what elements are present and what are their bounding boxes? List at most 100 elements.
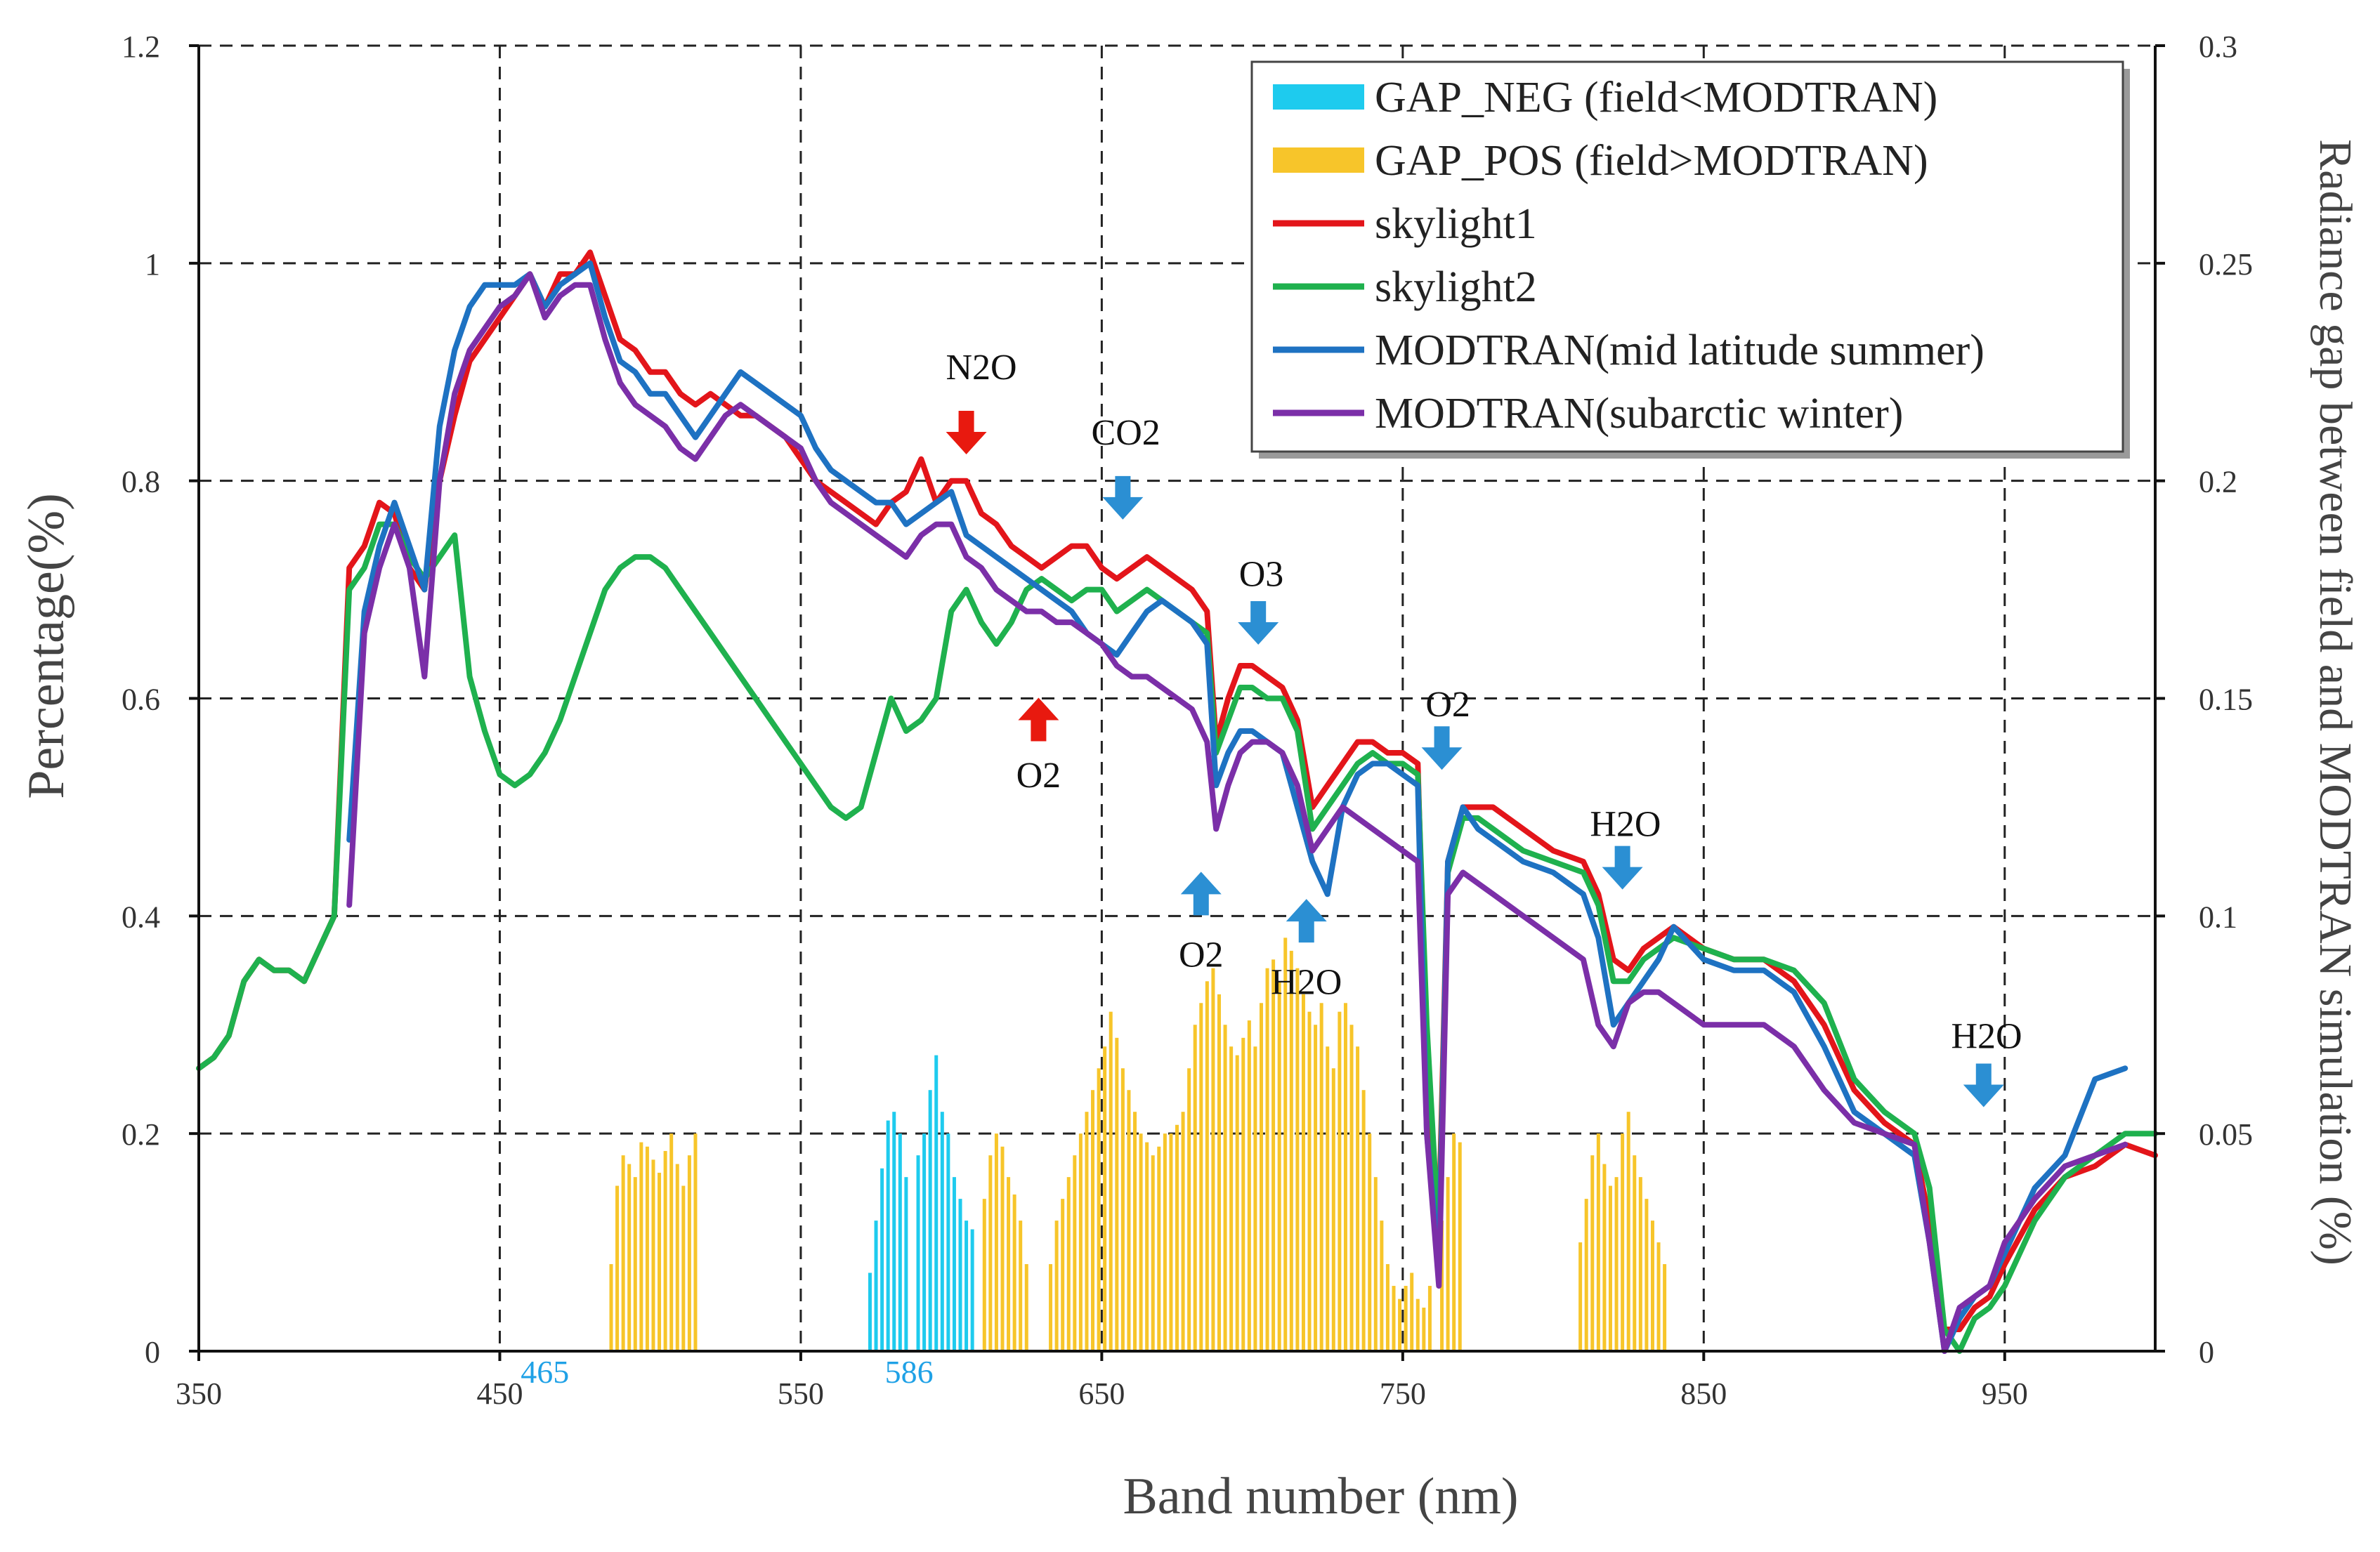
annotation-label: H2O [1951,1017,2022,1057]
legend-label: MODTRAN(mid latitude summer) [1375,327,1985,374]
y-left-tick-label: 0.2 [122,1117,160,1152]
bar-gap-pos [1054,1221,1059,1351]
y-right-tick-label: 0.25 [2199,247,2253,282]
bar-gap-pos [1199,1003,1203,1351]
bar-gap-pos [1638,1177,1642,1351]
annotation-label: N2O [946,348,1016,388]
bar-gap-pos [1452,1133,1456,1351]
bar-gap-pos [1380,1221,1384,1351]
x-tick-label: 950 [1982,1376,2028,1411]
bar-gap-pos [1422,1308,1426,1351]
y-right-tick-label: 0.1 [2199,900,2237,934]
bar-gap-pos [1078,1133,1083,1351]
bar-gap-pos [1626,1112,1630,1351]
bar-gap-pos [681,1185,686,1351]
bar-gap-pos [693,1133,698,1351]
bar-gap-pos [1578,1242,1583,1351]
bar-gap-pos [1633,1155,1637,1351]
bar-gap-pos [1133,1112,1137,1351]
bar-gap-pos [1127,1090,1131,1351]
annotation-arrow-down-icon [1238,601,1279,645]
bar-gap-pos [1157,1146,1161,1351]
y-left-tick-label: 1.2 [122,29,160,64]
bar-gap-neg [922,1133,927,1351]
bar-gap-pos [1061,1199,1065,1351]
bar-gap-pos [1301,994,1305,1351]
annotation-arrow-down-icon [1602,846,1643,890]
y-right-tick-label: 0.15 [2199,683,2253,717]
bar-gap-pos [1019,1221,1023,1351]
legend-swatch-bar [1273,84,1364,110]
bar-gap-pos [1656,1242,1661,1351]
bar-gap-pos [1596,1133,1600,1351]
bar-gap-pos [1205,981,1209,1351]
bar-gap-neg [886,1120,890,1351]
legend-label: GAP_POS (field>MODTRAN) [1375,137,1928,185]
bar-gap-pos [1427,1286,1432,1351]
y-left-tick-label: 0.6 [122,683,160,717]
annotation-label: H2O [1271,962,1342,1002]
bar-gap-pos [1103,1046,1107,1351]
bar-gap-pos [1608,1185,1612,1351]
annotation-label: H2O [1590,805,1661,845]
bar-gap-pos [1049,1264,1053,1351]
series-line-3 [346,271,2129,1354]
bar-gap-pos [1091,1090,1095,1351]
bar-gap-pos [675,1164,679,1351]
bar-gap-pos [1584,1199,1588,1351]
y-left-tick-label: 0.8 [122,465,160,499]
bar-gap-pos [669,1133,674,1351]
bar-gap-pos [1247,1020,1251,1351]
bar-gap-pos [1398,1298,1402,1351]
bar-gap-pos [1392,1286,1396,1351]
x-axis-title: Band number (nm) [1123,1468,1518,1525]
bar-gap-pos [1193,1025,1197,1351]
y-left-tick-label: 0 [145,1335,160,1369]
bar-gap-pos [1458,1142,1462,1351]
bar-gap-pos [1169,1133,1173,1351]
annotation-label: O2 [1016,756,1061,796]
bar-gap-neg [934,1055,939,1351]
annotation-label: O2 [1179,935,1224,975]
bar-gap-pos [1265,968,1269,1351]
bar-gap-pos [1283,938,1288,1351]
bar-gap-neg [892,1112,896,1351]
annotation-label: CO2 [1092,413,1160,453]
bar-gap-pos [1235,1055,1239,1351]
annotation-arrow-down-icon [1102,475,1144,520]
bar-gap-pos [1163,1133,1167,1351]
bar-gap-neg [970,1229,974,1351]
bar-gap-pos [1361,1090,1366,1351]
bar-gap-pos [1253,1046,1257,1351]
bar-gap-pos [633,1177,637,1351]
legend-label: skylight2 [1375,263,1537,311]
y-right-tick-label: 0 [2199,1335,2214,1369]
annotation-arrow-up-icon [1018,697,1059,742]
bar-gap-neg [965,1221,969,1351]
bar-gap-pos [1175,1124,1179,1351]
bar-gap-neg [868,1272,872,1351]
bar-gap-pos [1241,1037,1245,1351]
bar-gap-pos [1073,1155,1077,1351]
bar-gap-neg [916,1155,920,1351]
bar-gap-pos [988,1155,993,1351]
bar-gap-pos [1259,1003,1263,1351]
bar-gap-pos [615,1185,620,1351]
bar-gap-pos [1115,1037,1119,1351]
bar-gap-pos [1000,1146,1005,1351]
bar-gap-pos [621,1155,625,1351]
y-axis-right-title: Radiance gap between field and MODTRAN s… [2310,139,2361,1265]
bar-gap-pos [1012,1194,1016,1351]
y-left-tick-label: 0.4 [122,900,160,934]
x-tick-label: 450 [476,1376,523,1411]
annotation-arrow-down-icon [1963,1063,2004,1107]
x-tick-label: 650 [1078,1376,1125,1411]
bar-gap-pos [1211,968,1215,1351]
bar-gap-pos [1368,1133,1372,1351]
axes-layer: 350 450 550 650 750 850 950 0 0.2 0.4 0.6 0.8 1 1.2 0 0… [122,29,2253,1411]
bar-gap-pos [627,1164,632,1351]
legend-swatch-bar [1273,147,1364,173]
legend-label: GAP_NEG (field<MODTRAN) [1375,74,1937,121]
bar-gap-pos [1289,950,1293,1351]
